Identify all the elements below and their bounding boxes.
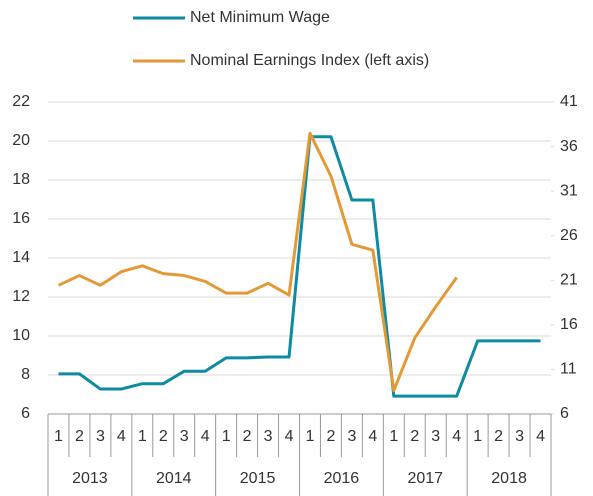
y2-tick-label: 21 xyxy=(560,272,578,289)
y-tick-label: 22 xyxy=(12,93,30,110)
x-tick-label: 2 xyxy=(159,428,168,445)
y-tick-label: 20 xyxy=(12,132,30,149)
x-tick-label: 4 xyxy=(117,428,126,445)
y2-tick-label: 41 xyxy=(560,93,578,110)
x-tick-label: 4 xyxy=(201,428,210,445)
x-group-label: 2014 xyxy=(156,470,192,487)
x-tick-label: 2 xyxy=(326,428,335,445)
x-tick-label: 1 xyxy=(54,428,63,445)
x-group-label: 2013 xyxy=(72,470,108,487)
y-tick-label: 16 xyxy=(12,210,30,227)
x-group-label: 2015 xyxy=(240,470,276,487)
x-tick-label: 4 xyxy=(368,428,377,445)
x-group-label: 2016 xyxy=(324,470,360,487)
x-tick-label: 2 xyxy=(494,428,503,445)
x-tick-label: 4 xyxy=(452,428,461,445)
y-tick-label: 14 xyxy=(12,249,30,266)
x-tick-label: 3 xyxy=(180,428,189,445)
y-tick-label: 18 xyxy=(12,171,30,188)
x-tick-label: 3 xyxy=(96,428,105,445)
x-tick-label: 2 xyxy=(410,428,419,445)
x-tick-label: 1 xyxy=(138,428,147,445)
x-tick-label: 4 xyxy=(285,428,294,445)
series-line xyxy=(58,135,541,398)
x-tick-label: 3 xyxy=(515,428,524,445)
x-tick-label: 1 xyxy=(222,428,231,445)
y-tick-label: 10 xyxy=(12,327,30,344)
x-tick-label: 2 xyxy=(75,428,84,445)
y2-tick-label: 11 xyxy=(560,361,577,378)
x-tick-label: 1 xyxy=(389,428,398,445)
x-tick-label: 3 xyxy=(264,428,273,445)
x-group-label: 2018 xyxy=(491,470,527,487)
y2-tick-label: 31 xyxy=(560,182,578,199)
x-tick-label: 1 xyxy=(473,428,482,445)
x-tick-label: 3 xyxy=(347,428,356,445)
y2-tick-label: 26 xyxy=(560,227,578,244)
legend-label: Net Minimum Wage xyxy=(190,9,330,26)
x-tick-label: 2 xyxy=(243,428,252,445)
x-tick-label: 4 xyxy=(536,428,545,445)
x-tick-label: 3 xyxy=(431,428,440,445)
x-tick-label: 1 xyxy=(306,428,315,445)
y2-tick-label: 6 xyxy=(560,405,569,422)
x-group-label: 2017 xyxy=(407,470,443,487)
y-tick-label: 12 xyxy=(12,288,30,305)
y2-tick-label: 16 xyxy=(560,316,578,333)
series-line xyxy=(57,131,458,393)
legend-label: Nominal Earnings Index (left axis) xyxy=(190,52,429,69)
y-tick-label: 6 xyxy=(21,405,30,422)
y-tick-label: 8 xyxy=(21,366,30,383)
y2-tick-label: 36 xyxy=(560,138,578,155)
